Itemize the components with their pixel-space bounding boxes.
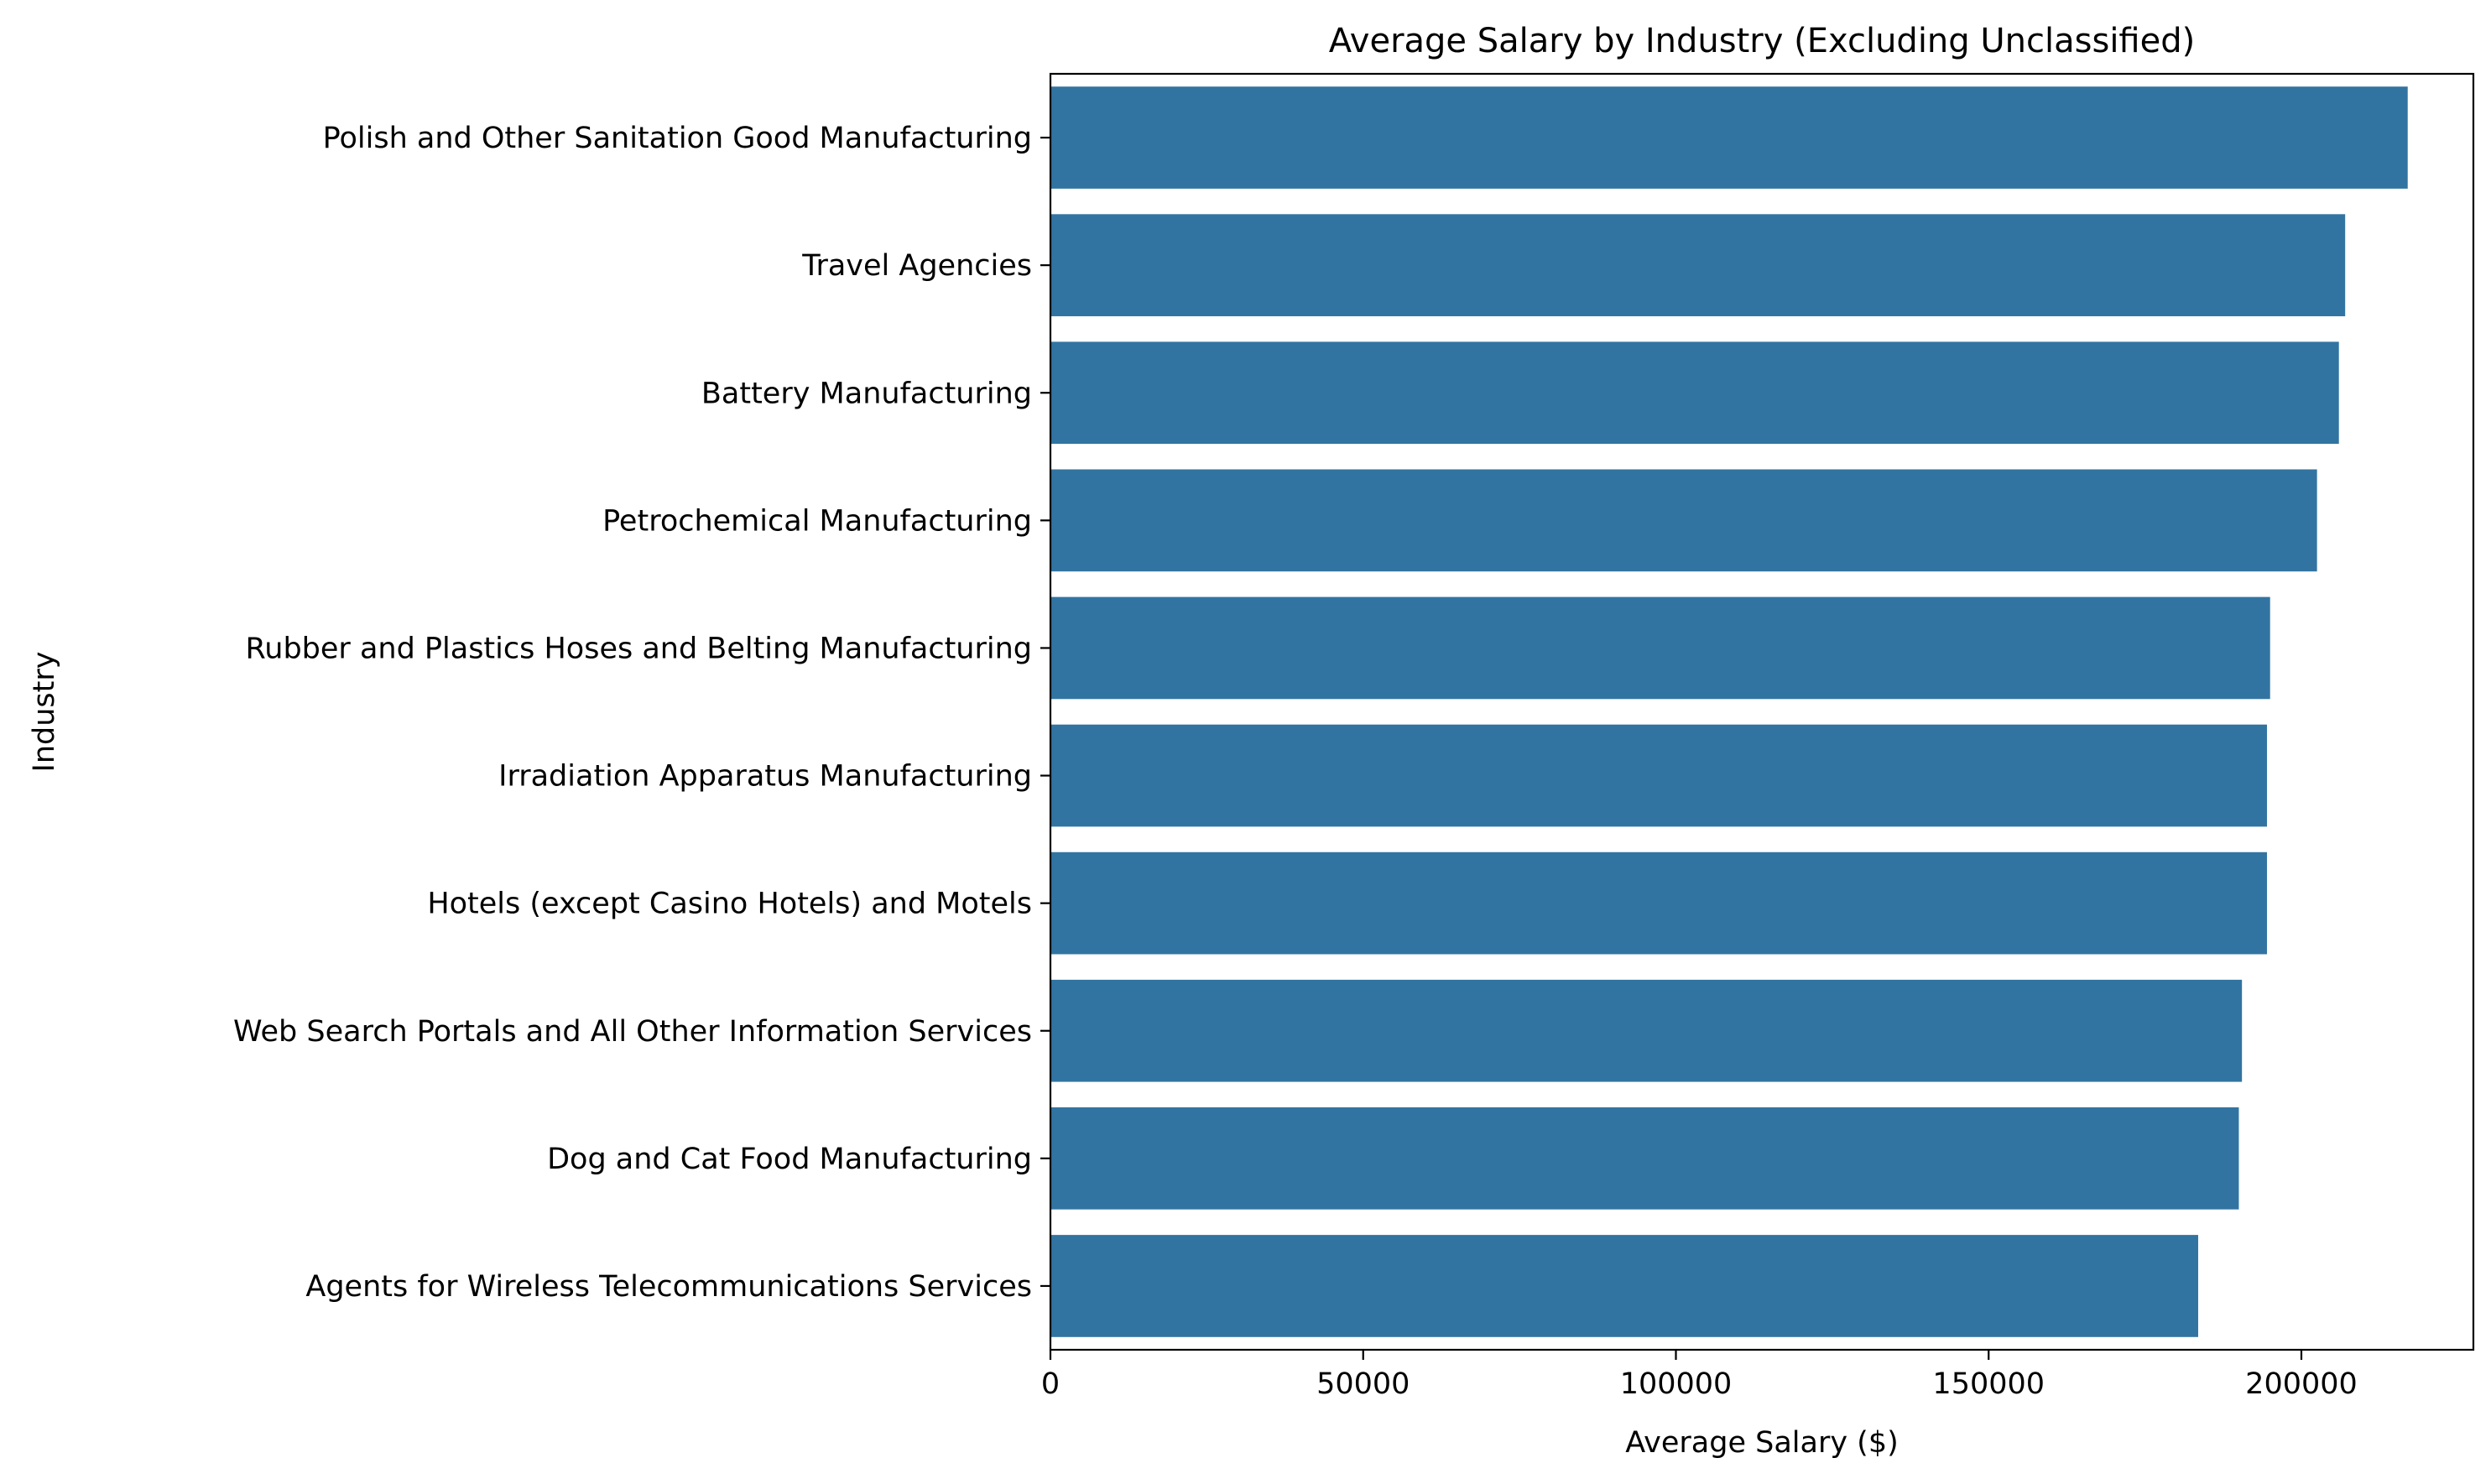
plot-frame [1049, 72, 2475, 1351]
x-tick-label: 100000 [1620, 1367, 1733, 1401]
y-tick-label: Web Search Portals and All Other Informa… [233, 1015, 1032, 1049]
y-tick-label: Travel Agencies [801, 249, 1032, 283]
y-tick-label: Irradiation Apparatus Manufacturing [498, 760, 1032, 794]
bar-4 [1050, 469, 2317, 572]
bar-10 [1050, 1235, 2198, 1337]
bar-6 [1050, 724, 2267, 827]
bar-2 [1050, 214, 2346, 316]
bar-8 [1050, 979, 2243, 1082]
y-tick-label: Agents for Wireless Telecommunications S… [305, 1270, 1032, 1304]
y-tick-label: Polish and Other Sanitation Good Manufac… [323, 122, 1032, 155]
y-tick-label: Petrochemical Manufacturing [602, 504, 1032, 538]
axis-spines [1049, 72, 2475, 1351]
y-axis-label: Industry [28, 652, 61, 773]
y-tick-label: Rubber and Plastics Hoses and Belting Ma… [246, 632, 1032, 665]
x-axis-label: Average Salary ($) [1625, 1426, 1899, 1460]
chart-title: Average Salary by Industry (Excluding Un… [1329, 22, 2195, 60]
y-tick-label: Battery Manufacturing [701, 377, 1032, 410]
bar-3 [1050, 341, 2339, 445]
x-tick-label: 150000 [1932, 1367, 2045, 1401]
bar-1 [1050, 86, 2408, 189]
y-tick-label: Hotels (except Casino Hotels) and Motels [427, 888, 1032, 921]
x-tick-label: 0 [1041, 1367, 1060, 1401]
y-ticks-group: Polish and Other Sanitation Good Manufac… [233, 122, 1050, 1304]
x-ticks-group: 0 50000 100000 150000 200000 [1041, 1350, 2358, 1401]
bars-group [1050, 86, 2408, 1337]
bar-7 [1050, 851, 2267, 955]
y-tick-label: Dog and Cat Food Manufacturing [547, 1143, 1032, 1176]
x-tick-label: 50000 [1316, 1367, 1410, 1401]
bar-9 [1050, 1107, 2239, 1210]
x-tick-label: 200000 [2245, 1367, 2358, 1401]
bar-5 [1050, 596, 2270, 700]
